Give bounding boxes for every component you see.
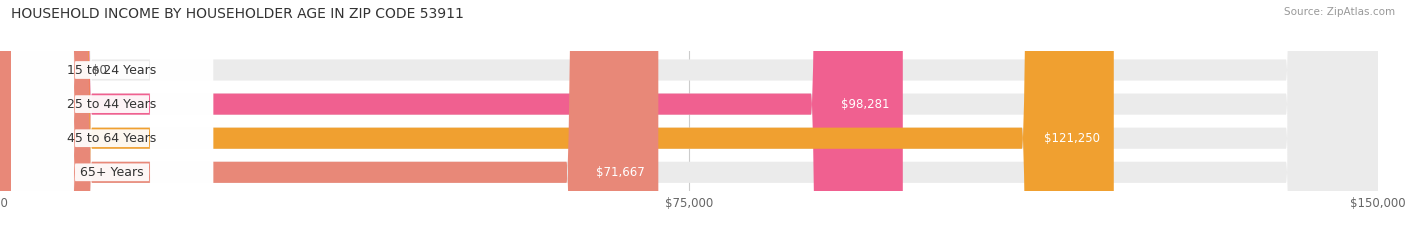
Text: $71,667: $71,667	[596, 166, 644, 179]
Text: Source: ZipAtlas.com: Source: ZipAtlas.com	[1284, 7, 1395, 17]
Text: 15 to 24 Years: 15 to 24 Years	[67, 64, 156, 76]
Text: $98,281: $98,281	[841, 98, 889, 111]
FancyBboxPatch shape	[11, 0, 214, 233]
FancyBboxPatch shape	[11, 0, 214, 233]
FancyBboxPatch shape	[0, 0, 1114, 233]
Text: HOUSEHOLD INCOME BY HOUSEHOLDER AGE IN ZIP CODE 53911: HOUSEHOLD INCOME BY HOUSEHOLDER AGE IN Z…	[11, 7, 464, 21]
Text: 65+ Years: 65+ Years	[80, 166, 143, 179]
FancyBboxPatch shape	[11, 0, 214, 233]
FancyBboxPatch shape	[0, 0, 658, 233]
Text: $121,250: $121,250	[1045, 132, 1099, 145]
FancyBboxPatch shape	[11, 0, 214, 233]
Text: 25 to 44 Years: 25 to 44 Years	[67, 98, 156, 111]
Text: 45 to 64 Years: 45 to 64 Years	[67, 132, 156, 145]
FancyBboxPatch shape	[0, 0, 903, 233]
Text: $0: $0	[91, 64, 107, 76]
FancyBboxPatch shape	[0, 0, 73, 233]
